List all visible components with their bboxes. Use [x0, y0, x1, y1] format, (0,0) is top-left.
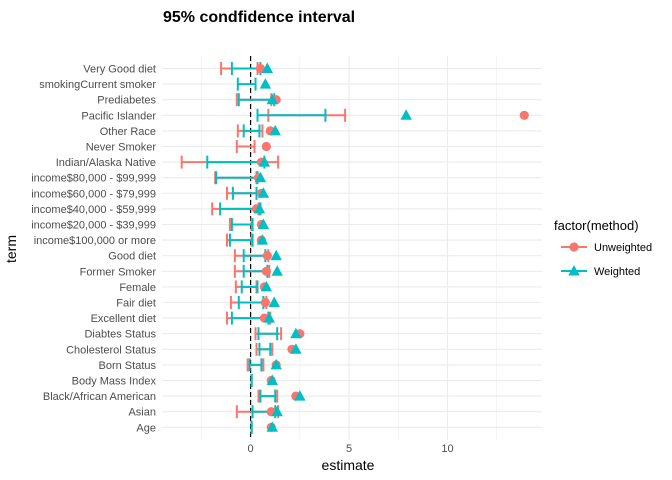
y-tick-label: Very Good diet	[83, 64, 156, 76]
estimate-points	[251, 62, 529, 432]
weighted-point	[271, 405, 283, 417]
y-tick-label: Pacific Islander	[81, 110, 156, 122]
weighted-point	[258, 156, 271, 167]
weighted-point	[261, 62, 274, 73]
weighted-point	[266, 421, 278, 432]
x-tick-label: 5	[346, 443, 352, 455]
y-tick-label: Body Mass Index	[72, 376, 157, 388]
y-tick-label: Never Smoker	[86, 142, 157, 154]
y-tick-label: Good diet	[108, 251, 156, 263]
unweighted-point	[260, 297, 270, 308]
weighted-point	[254, 171, 267, 183]
legend-title: factor(method)	[554, 218, 639, 233]
unweighted-point	[262, 251, 272, 261]
weighted-point	[271, 265, 283, 276]
error-bar	[257, 327, 279, 341]
weighted-point	[268, 296, 280, 307]
y-tick-label: Black/African American	[43, 391, 156, 403]
y-tick-label: Indian/Alaska Native	[56, 157, 156, 169]
error-bar	[237, 93, 276, 107]
weighted-point	[270, 358, 282, 370]
weighted-point	[290, 343, 302, 354]
y-tick-label: Born Status	[99, 360, 157, 372]
y-tick-label: income$100,000 or more	[34, 235, 156, 247]
x-tick-label: 0	[248, 443, 254, 455]
unweighted-point	[255, 63, 266, 74]
y-tick-label: Female	[119, 282, 156, 294]
error-bar	[228, 233, 254, 247]
legend: factor(method) Unweighted Weighted	[554, 218, 652, 278]
legend-entry: Weighted	[561, 265, 640, 278]
unweighted-point	[519, 110, 529, 120]
x-axis-title: estimate	[322, 457, 375, 473]
y-tick-label: Excellent diet	[91, 313, 156, 325]
weighted-point	[260, 280, 273, 292]
legend-entries: Unweighted Weighted	[561, 242, 652, 278]
chart-title: 95% condfidence interval	[163, 9, 355, 26]
y-tick-label: Fair diet	[116, 298, 156, 310]
weighted-point	[269, 124, 281, 136]
weighted-point	[256, 234, 269, 245]
legend-key-circle	[569, 242, 579, 252]
y-tick-label: Prediabetes	[97, 95, 156, 107]
error-bar	[242, 124, 261, 138]
weighted-point	[270, 249, 282, 261]
weighted-point	[257, 187, 270, 198]
weighted-point	[266, 93, 278, 105]
gridlines	[162, 56, 542, 440]
weighted-point	[266, 374, 278, 385]
y-tick-label: income$20,000 - $39,999	[31, 220, 156, 232]
x-axis-tick-labels: 0 5 10	[248, 443, 454, 455]
weighted-point	[253, 202, 266, 214]
error-bar	[206, 155, 266, 169]
error-bar	[231, 186, 258, 200]
unweighted-point	[261, 266, 271, 276]
weighted-point	[290, 327, 302, 339]
weighted-point	[263, 312, 276, 323]
y-axis-title: term	[3, 235, 19, 263]
error-bar	[240, 280, 259, 294]
x-tick-label: 10	[441, 443, 453, 455]
weighted-point	[400, 109, 412, 120]
legend-key-triangle	[568, 265, 580, 276]
error-bar	[248, 358, 263, 372]
y-tick-label: income$80,000 - $99,999	[31, 173, 156, 185]
y-tick-label: income$60,000 - $79,999	[31, 188, 156, 200]
error-bar	[230, 218, 254, 231]
weighted-point	[294, 390, 306, 401]
error-bar	[256, 108, 327, 122]
error-bar	[258, 342, 272, 356]
weighted-point	[257, 218, 270, 229]
error-bar	[259, 389, 277, 403]
y-tick-label: income$40,000 - $59,999	[31, 204, 156, 216]
error-bar	[235, 140, 256, 153]
unweighted-point	[261, 141, 271, 152]
y-tick-label: Other Race	[100, 126, 156, 138]
y-axis-tick-labels: Age Asian Black/African American Body Mass …	[31, 64, 156, 435]
y-tick-label: Former Smoker	[80, 266, 157, 278]
legend-label: Unweighted	[594, 242, 652, 254]
y-tick-label: Diabtes Status	[84, 329, 156, 341]
legend-entry: Unweighted	[561, 242, 652, 254]
y-tick-label: Asian	[128, 407, 156, 419]
error-bars	[180, 62, 347, 434]
y-tick-label: Age	[136, 422, 156, 434]
y-tick-label: smokingCurrent smoker	[39, 79, 156, 91]
legend-label: Weighted	[594, 266, 640, 278]
y-tick-label: Cholesterol Status	[66, 344, 156, 356]
error-bar	[242, 249, 267, 263]
error-bar	[236, 77, 257, 91]
weighted-point	[259, 78, 272, 89]
error-bar	[215, 171, 259, 185]
